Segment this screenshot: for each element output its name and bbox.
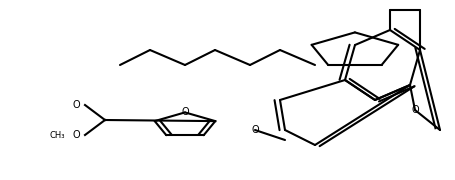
Text: CH₃: CH₃ <box>50 130 66 140</box>
Text: O: O <box>72 100 80 110</box>
Text: O: O <box>411 105 419 115</box>
Text: O: O <box>251 125 259 135</box>
Text: O: O <box>181 107 189 117</box>
Text: O: O <box>72 130 80 140</box>
